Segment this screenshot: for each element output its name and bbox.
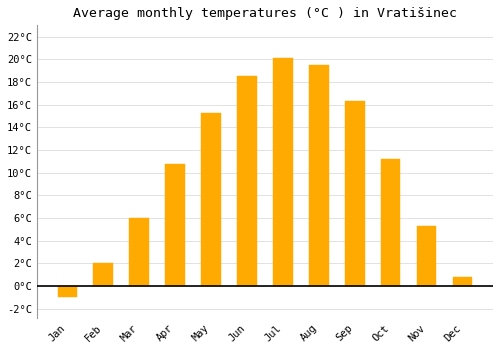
Bar [345, 101, 364, 286]
Bar [452, 277, 472, 286]
Bar [58, 286, 78, 298]
Bar [94, 264, 113, 286]
Bar [273, 58, 293, 286]
Bar [237, 76, 257, 286]
Title: Average monthly temperatures (°C ) in Vratišinec: Average monthly temperatures (°C ) in Vr… [73, 7, 457, 20]
Bar [130, 218, 149, 286]
Bar [416, 226, 436, 286]
Bar [380, 159, 400, 286]
Bar [166, 164, 185, 286]
Bar [309, 65, 328, 286]
Bar [201, 113, 221, 286]
